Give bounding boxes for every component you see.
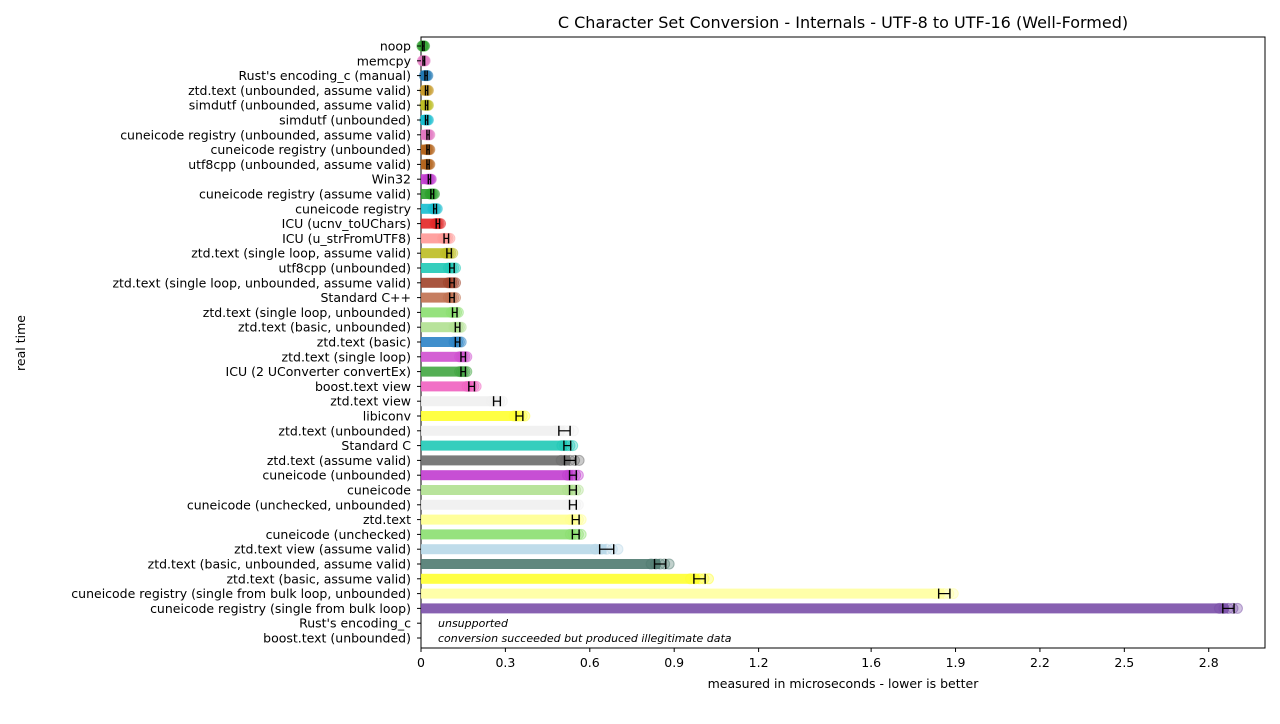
- bar: [421, 603, 1229, 614]
- bar: [421, 337, 458, 347]
- bar: [421, 559, 661, 569]
- x-axis-label: measured in microseconds - lower is bett…: [708, 676, 980, 691]
- bar: [421, 351, 464, 362]
- y-tick-label: ztd.text (basic, assume valid): [226, 571, 411, 586]
- y-tick-label: cuneicode (unchecked): [266, 527, 411, 542]
- bar: [421, 396, 497, 407]
- y-tick-label: cuneicode: [347, 483, 411, 498]
- y-tick-label: ztd.text (single loop, assume valid): [191, 246, 411, 261]
- x-tick-label: 0.6: [580, 655, 600, 670]
- x-tick-label: 1.2: [749, 655, 769, 670]
- plot-frame: [420, 36, 1266, 649]
- y-tick-label: Standard C++: [320, 290, 411, 305]
- bar: [421, 573, 700, 584]
- y-tick-label: ztd.text (single loop): [282, 349, 411, 364]
- bar: [421, 499, 573, 510]
- bar: [421, 485, 573, 495]
- y-tick-label: noop: [380, 39, 411, 54]
- y-axis-label: real time: [13, 315, 28, 371]
- bar: [421, 381, 472, 392]
- y-tick-label: ztd.text (unbounded): [278, 423, 411, 438]
- x-tick-label: 0: [417, 655, 425, 670]
- y-tick-label: boost.text (unbounded): [263, 631, 411, 646]
- y-tick-label: ztd.text (unbounded, assume valid): [188, 83, 411, 98]
- bar: [421, 544, 607, 555]
- bar: [421, 440, 568, 451]
- x-tick-label: 2.2: [1030, 655, 1050, 670]
- y-tick-label: Standard C: [341, 438, 411, 453]
- y-tick-label: boost.text view: [315, 379, 411, 394]
- x-tick-label: 0.3: [495, 655, 515, 670]
- y-tick-label: ICU (u_strFromUTF8): [282, 231, 411, 246]
- y-tick-label: Win32: [372, 172, 411, 187]
- y-tick-label: ztd.text: [363, 512, 411, 527]
- y-tick-label: cuneicode registry (single from bulk loo…: [71, 586, 411, 601]
- bar: [421, 514, 576, 525]
- y-tick-label: cuneicode (unbounded): [262, 468, 411, 483]
- bar: [421, 292, 452, 303]
- bar: [421, 470, 573, 481]
- annotation-text: unsupported: [438, 617, 509, 630]
- x-tick-label: 2.8: [1199, 655, 1219, 670]
- bar: [421, 307, 455, 318]
- y-tick-label: ztd.text view: [330, 394, 411, 409]
- y-tick-label: memcpy: [357, 53, 412, 68]
- y-tick-label: ztd.text (basic, unbounded, assume valid…: [148, 557, 411, 572]
- bar: [421, 455, 571, 466]
- y-tick-label: cuneicode (unchecked, unbounded): [187, 497, 411, 512]
- annotations-layer: unsupported conversion succeeded but prod…: [438, 617, 732, 645]
- bar: [421, 263, 452, 273]
- y-tick-label: ztd.text (basic): [317, 335, 411, 350]
- x-tick-label: 1.9: [946, 655, 966, 670]
- y-tick-label: Rust's encoding_c: [299, 616, 411, 631]
- bars-layer: [416, 40, 1243, 614]
- bar: [421, 277, 452, 288]
- y-tick-label: ztd.text (single loop, unbounded): [203, 305, 411, 320]
- bar: [421, 366, 464, 377]
- y-tick-label: simdutf (unbounded): [279, 113, 411, 128]
- y-tick-label: cuneicode registry (unbounded, assume va…: [120, 127, 411, 142]
- bar: [421, 425, 565, 436]
- y-tick-label: cuneicode registry (unbounded): [211, 142, 411, 157]
- chart-title: C Character Set Conversion - Internals -…: [558, 13, 1128, 32]
- sample-point: [429, 188, 441, 200]
- x-tick-label: 2.5: [1114, 655, 1134, 670]
- bar: [421, 588, 945, 599]
- bar: [421, 233, 447, 244]
- y-tick-label: cuneicode registry: [295, 201, 412, 216]
- x-ticks-layer: 0 0.3 0.6 0.9 1.2 1.6 1.9 2.2 2.5 2.8: [417, 648, 1219, 670]
- sample-point: [431, 203, 443, 215]
- y-tick-label: utf8cpp (unbounded, assume valid): [188, 157, 411, 172]
- y-tick-label: ztd.text view (assume valid): [234, 542, 411, 557]
- bar: [421, 411, 520, 421]
- y-tick-label: ztd.text (single loop, unbounded, assume…: [112, 275, 411, 290]
- y-tick-label: cuneicode registry (single from bulk loo…: [150, 601, 411, 616]
- y-tick-label: ICU (2 UConverter convertEx): [226, 364, 411, 379]
- y-tick-label: ICU (ucnv_toUChars): [282, 216, 411, 231]
- bar: [421, 529, 576, 540]
- y-tick-label: Rust's encoding_c (manual): [239, 68, 411, 83]
- y-tick-label: ztd.text (basic, unbounded): [238, 320, 411, 335]
- x-tick-label: 1.6: [861, 655, 881, 670]
- bar: [421, 70, 427, 81]
- y-tick-label: libiconv: [363, 409, 412, 424]
- y-tick-label: ztd.text (assume valid): [267, 453, 411, 468]
- sample-point: [612, 543, 624, 555]
- y-tick-label: utf8cpp (unbounded): [279, 261, 411, 276]
- bar: [421, 322, 458, 333]
- x-tick-label: 0.9: [664, 655, 684, 670]
- bar: [421, 248, 450, 259]
- y-tick-label: cuneicode registry (assume valid): [199, 187, 411, 202]
- y-tick-label: simdutf (unbounded, assume valid): [189, 98, 411, 113]
- bar: [421, 218, 438, 229]
- annotation-text: conversion succeeded but produced illegi…: [438, 632, 732, 645]
